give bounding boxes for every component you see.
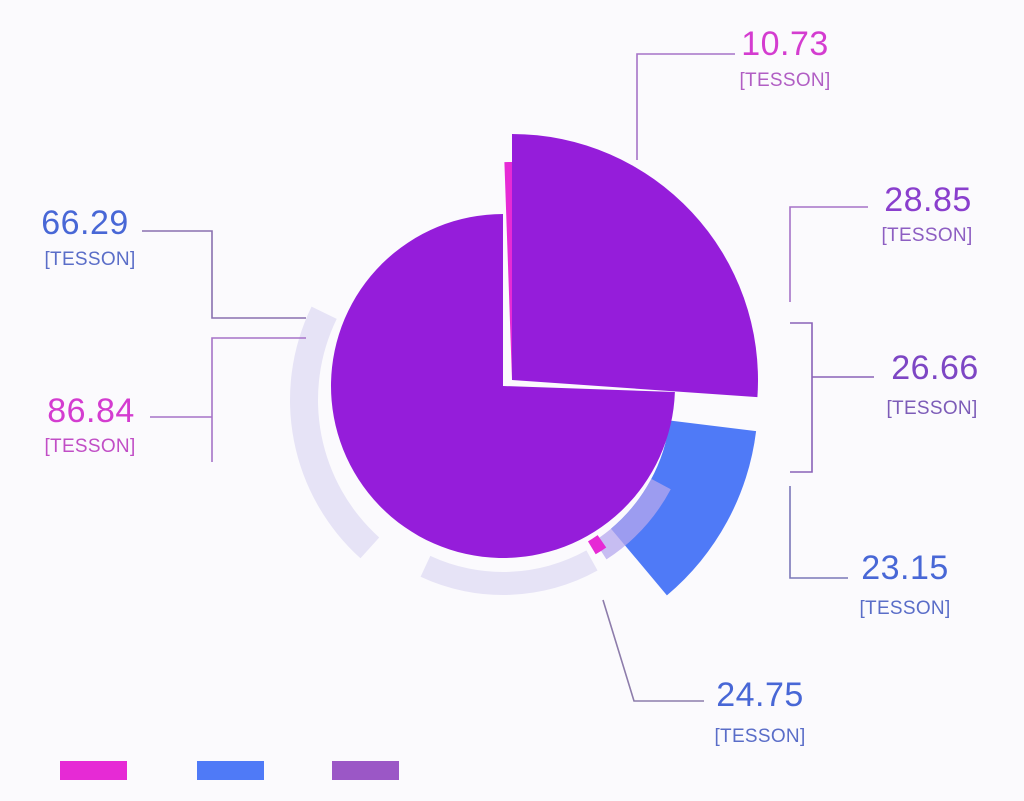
data-label-category: [TESSON]: [859, 598, 950, 619]
leader-28-85: [789, 206, 868, 302]
legend-swatch: [60, 761, 127, 780]
data-labels: 10.73 [TESSON] 28.85 [TESSON] 26.66 [TESSON] 2…: [41, 25, 979, 747]
pie-slice-upper-right: [512, 134, 758, 398]
data-label-category: [TESSON]: [739, 70, 830, 91]
leader-23-15: [789, 486, 848, 579]
data-label-value: 66.29: [41, 204, 129, 242]
legend-swatch: [332, 761, 399, 780]
data-label-value: 23.15: [861, 549, 949, 587]
pie-slice-magenta-bottom: [587, 535, 607, 555]
data-label-value: 24.75: [716, 676, 804, 714]
leader-26-66: [790, 322, 813, 473]
pie-slices: [330, 134, 758, 596]
data-label-category: [TESSON]: [886, 398, 977, 419]
leader-10-73: [636, 53, 735, 160]
data-label-category: [TESSON]: [44, 436, 135, 457]
overlay-arc: [594, 478, 671, 560]
leader-24-75: [602, 599, 704, 702]
pie-slice-blue: [610, 420, 757, 596]
data-label-value: 86.84: [47, 392, 135, 430]
data-label-value: 26.66: [891, 349, 979, 387]
data-label-value: 28.85: [884, 181, 972, 219]
backdrop-arc-left: [289, 306, 380, 559]
leader-lines: [142, 53, 874, 702]
leader-86-84-branch: [211, 337, 306, 462]
data-label-value: 10.73: [741, 25, 829, 63]
data-label-category: [TESSON]: [44, 249, 135, 270]
decorative-arcs: [289, 306, 598, 595]
data-label-category: [TESSON]: [881, 225, 972, 246]
backdrop-arc-bottom: [420, 550, 598, 595]
pie-slice-main: [330, 214, 675, 558]
leader-66-29: [142, 230, 306, 319]
legend-swatch: [197, 761, 264, 780]
data-label-category: [TESSON]: [714, 726, 805, 747]
legend: [60, 761, 399, 780]
